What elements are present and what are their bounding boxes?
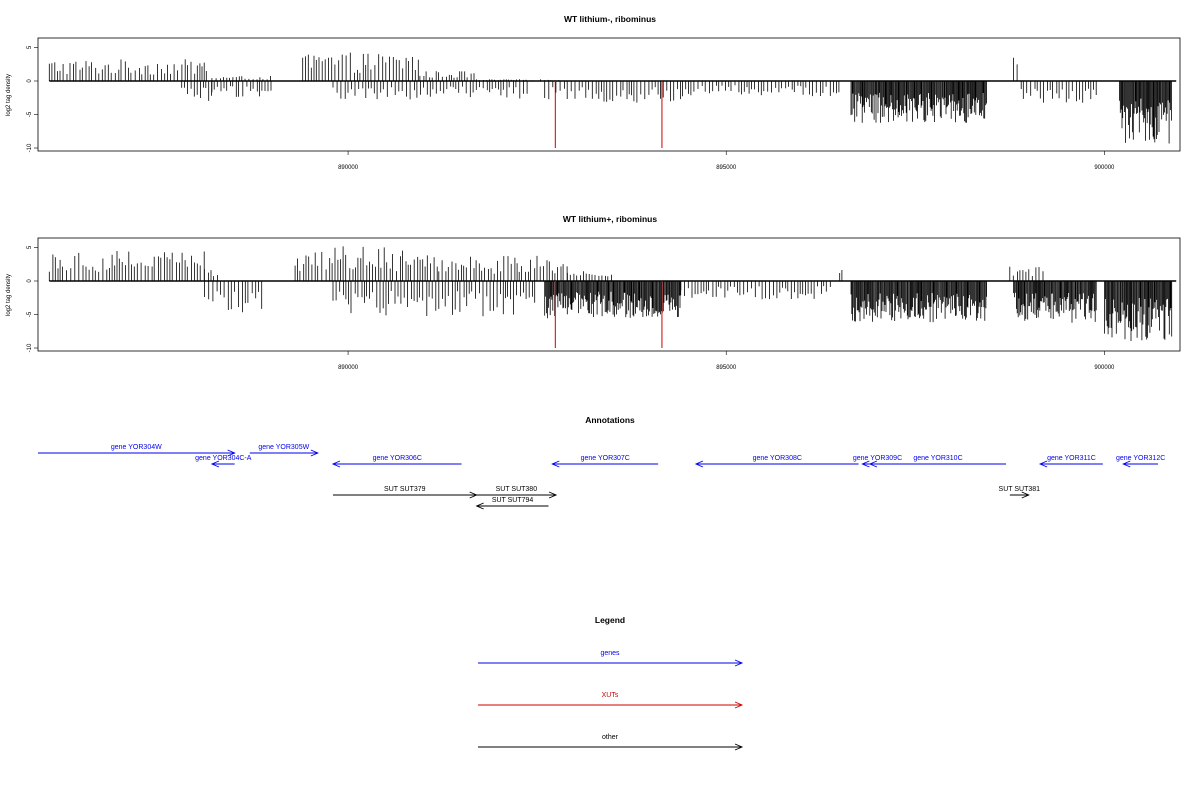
chart-title: WT lithium-, ribominus bbox=[564, 14, 656, 24]
feature-label: gene YOR309C bbox=[853, 455, 902, 462]
feature-arrowhead bbox=[1122, 460, 1131, 468]
feature-arrowhead bbox=[310, 449, 319, 457]
annotations-title: Annotations bbox=[585, 415, 635, 425]
feature-label: SUT SUT379 bbox=[384, 486, 426, 493]
annotation-feature: SUT SUT379 bbox=[332, 486, 478, 499]
chart-title: WT lithium+, ribominus bbox=[563, 214, 657, 224]
feature-label: gene YOR308C bbox=[753, 455, 802, 462]
plus-strand-series bbox=[48, 52, 1018, 81]
feature-label: gene YOR305W bbox=[258, 444, 309, 451]
y-tick-label: -5 bbox=[27, 111, 33, 117]
annotation-feature: SUT SUT794 bbox=[475, 497, 549, 510]
feature-arrowhead bbox=[331, 460, 341, 468]
y-tick-label: -5 bbox=[27, 311, 33, 317]
feature-arrowhead bbox=[227, 449, 236, 457]
minus-strand-series bbox=[203, 281, 1173, 341]
annotation-feature: gene YOR306C bbox=[331, 455, 462, 468]
annotation-feature: gene YOR312C bbox=[1116, 455, 1165, 468]
y-tick-label: 0 bbox=[27, 279, 33, 283]
legend-item-label: other bbox=[602, 734, 619, 741]
x-tick-label: 890000 bbox=[338, 365, 359, 371]
feature-arrowhead bbox=[694, 460, 704, 468]
chart-wt-lithium-minus: WT lithium-, ribominus -10 -5 0 5 log2 tag de… bbox=[6, 14, 1181, 171]
annotation-features: gene YOR304W gene YOR304C-A gene YOR305W ge… bbox=[38, 444, 1165, 510]
chart-wt-lithium-plus: WT lithium+, ribominus -10 -5 0 5 log2 tag de… bbox=[6, 214, 1181, 371]
x-tick-label: 900000 bbox=[1094, 165, 1115, 171]
feature-label: gene YOR311C bbox=[1047, 455, 1096, 462]
y-tick-label: 0 bbox=[27, 79, 33, 83]
feature-label: SUT SUT381 bbox=[999, 486, 1041, 493]
feature-label: gene YOR310C bbox=[913, 455, 962, 462]
x-tick-label: 895000 bbox=[716, 165, 737, 171]
legend: Legend genes XUTs other bbox=[478, 615, 744, 751]
feature-arrowhead bbox=[551, 460, 560, 468]
feature-label: gene YOR304W bbox=[111, 444, 162, 451]
annotation-feature: gene YOR308C bbox=[694, 455, 859, 468]
legend-items: genes XUTs other bbox=[478, 650, 744, 751]
annotation-feature: gene YOR305W bbox=[249, 444, 319, 457]
y-tick-label: -10 bbox=[27, 143, 33, 152]
legend-item-xuts: XUTs bbox=[478, 692, 744, 709]
feature-arrowhead bbox=[1021, 491, 1030, 499]
legend-arrowhead bbox=[734, 659, 744, 667]
feature-arrowhead bbox=[210, 460, 220, 468]
annotation-feature: gene YOR310C bbox=[868, 455, 1007, 468]
feature-label: SUT SUT794 bbox=[492, 497, 534, 504]
legend-item-label: genes bbox=[600, 650, 620, 657]
legend-item-genes: genes bbox=[478, 650, 744, 667]
legend-arrowhead bbox=[734, 743, 744, 751]
annotation-feature: gene YOR304W bbox=[38, 444, 236, 457]
feature-label: gene YOR306C bbox=[373, 455, 422, 462]
legend-title: Legend bbox=[595, 615, 625, 625]
feature-label: gene YOR307C bbox=[581, 455, 630, 462]
feature-arrowhead bbox=[548, 491, 558, 499]
annotation-feature: gene YOR307C bbox=[551, 455, 659, 468]
plot-frame bbox=[37, 237, 1181, 352]
annotation-feature: SUT SUT380 bbox=[476, 486, 558, 499]
legend-arrowhead bbox=[734, 701, 744, 709]
feature-arrowhead bbox=[868, 460, 878, 468]
feature-label: SUT SUT380 bbox=[496, 486, 538, 493]
plot-frame bbox=[37, 37, 1181, 152]
annotation-feature: gene YOR304C-A bbox=[195, 455, 252, 468]
feature-arrowhead bbox=[475, 502, 484, 510]
legend-item-label: XUTs bbox=[602, 692, 619, 699]
feature-arrowhead bbox=[861, 460, 870, 468]
y-tick-label: -10 bbox=[27, 343, 33, 352]
feature-arrowhead bbox=[1038, 460, 1048, 468]
x-tick-label: 900000 bbox=[1094, 365, 1115, 371]
y-tick-label: 5 bbox=[27, 245, 33, 249]
feature-label: gene YOR312C bbox=[1116, 455, 1165, 462]
plus-strand-series bbox=[48, 246, 1044, 281]
minus-strand-series bbox=[181, 81, 1172, 144]
annotation-feature: gene YOR309C bbox=[853, 455, 902, 468]
y-tick-label: 5 bbox=[27, 45, 33, 49]
y-axis-label: log2 tag density bbox=[6, 274, 12, 316]
x-tick-label: 890000 bbox=[338, 165, 359, 171]
annotation-feature: SUT SUT381 bbox=[999, 486, 1041, 499]
x-tick-label: 895000 bbox=[716, 365, 737, 371]
annotation-feature: gene YOR311C bbox=[1038, 455, 1103, 468]
feature-label: gene YOR304C-A bbox=[195, 455, 252, 462]
legend-item-other: other bbox=[478, 734, 744, 751]
y-axis-label: log2 tag density bbox=[6, 74, 12, 116]
